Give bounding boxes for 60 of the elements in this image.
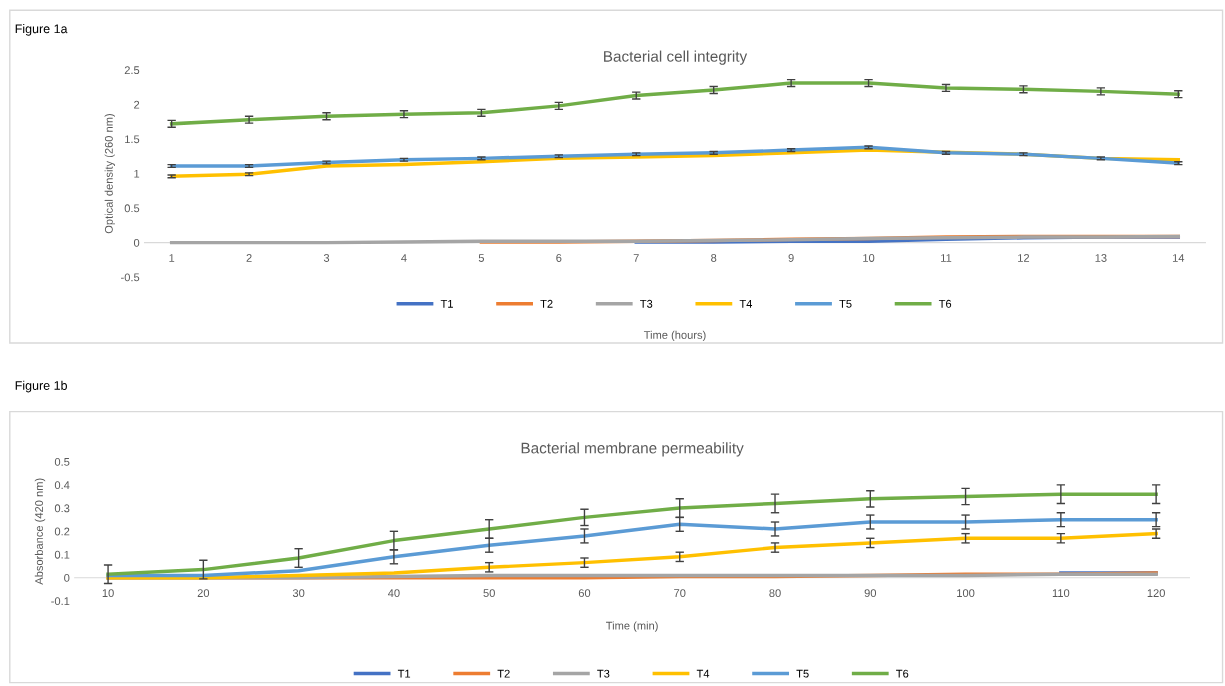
- x-tick-label: 80: [769, 589, 781, 597]
- x-tick-label: 100: [957, 589, 975, 597]
- y-tick-label: 0: [133, 238, 140, 247]
- x-tick-label: 60: [578, 589, 591, 597]
- y-tick-label: 0.2: [54, 527, 70, 536]
- legend-label: T1: [440, 299, 453, 308]
- x-tick-label: 70: [674, 589, 686, 597]
- x-tick-label: 11: [941, 254, 952, 262]
- y-tick-label: -0.1: [51, 597, 70, 606]
- legend-label: T6: [938, 299, 952, 308]
- legend-label: T5: [839, 299, 852, 308]
- y-axis-title: Absorbance (420 nm): [34, 478, 46, 585]
- y-tick-label: -0.5: [121, 273, 140, 282]
- x-tick-label: 50: [483, 589, 495, 597]
- x-tick-label: 10: [863, 254, 875, 262]
- x-tick-label: 6: [556, 254, 562, 262]
- x-tick-label: 3: [323, 254, 330, 262]
- x-tick-label: 30: [292, 589, 305, 597]
- chart-title: Bacterial membrane permeability: [521, 442, 744, 457]
- legend-label: T3: [597, 669, 610, 678]
- x-tick-label: 12: [1018, 254, 1030, 262]
- x-tick-label: 9: [788, 254, 794, 262]
- legend-label: T2: [540, 299, 553, 308]
- y-tick-label: 1: [134, 169, 140, 178]
- x-tick-label: 5: [478, 254, 485, 262]
- x-tick-label: 7: [633, 254, 639, 262]
- x-tick-label: 1: [169, 254, 175, 262]
- x-tick-label: 90: [864, 589, 877, 597]
- y-tick-label: 1.5: [125, 135, 140, 144]
- x-axis-title: Time (hours): [643, 330, 706, 342]
- x-tick-label: 4: [401, 254, 407, 262]
- y-tick-label: 0: [64, 573, 70, 582]
- chart-title: Bacterial cell integrity: [604, 50, 748, 65]
- legend-label: T6: [896, 669, 909, 678]
- x-axis-title: Time (min): [606, 621, 658, 632]
- x-tick-label: 13: [1095, 254, 1107, 262]
- x-tick-label: 14: [1172, 254, 1185, 262]
- y-axis-title: Optical density (260 nm): [104, 114, 115, 234]
- caption: Figure 1a: [15, 24, 68, 36]
- x-tick-label: 8: [711, 254, 717, 262]
- legend-label: T3: [640, 299, 653, 308]
- y-tick-label: 2: [134, 100, 140, 109]
- legend-label: T2: [497, 669, 510, 678]
- caption: Figure 1b: [15, 380, 67, 393]
- x-tick-label: 120: [1147, 589, 1165, 597]
- legend-label: T4: [739, 299, 753, 308]
- x-tick-label: 40: [387, 589, 400, 597]
- y-tick-label: 0.4: [54, 481, 70, 490]
- legend-label: T1: [397, 669, 411, 678]
- x-tick-label: 2: [246, 254, 252, 262]
- y-tick-label: 2.5: [124, 66, 140, 75]
- x-tick-label: 20: [197, 589, 210, 597]
- y-tick-label: 0.3: [54, 504, 70, 513]
- legend-label: T5: [796, 669, 809, 678]
- y-tick-label: 0.1: [54, 550, 70, 559]
- x-tick-label: 10: [102, 589, 114, 597]
- x-tick-label: 110: [1052, 589, 1070, 597]
- legend-label: T4: [696, 669, 710, 678]
- y-tick-label: 0.5: [54, 457, 70, 466]
- y-tick-label: 0.5: [124, 204, 140, 213]
